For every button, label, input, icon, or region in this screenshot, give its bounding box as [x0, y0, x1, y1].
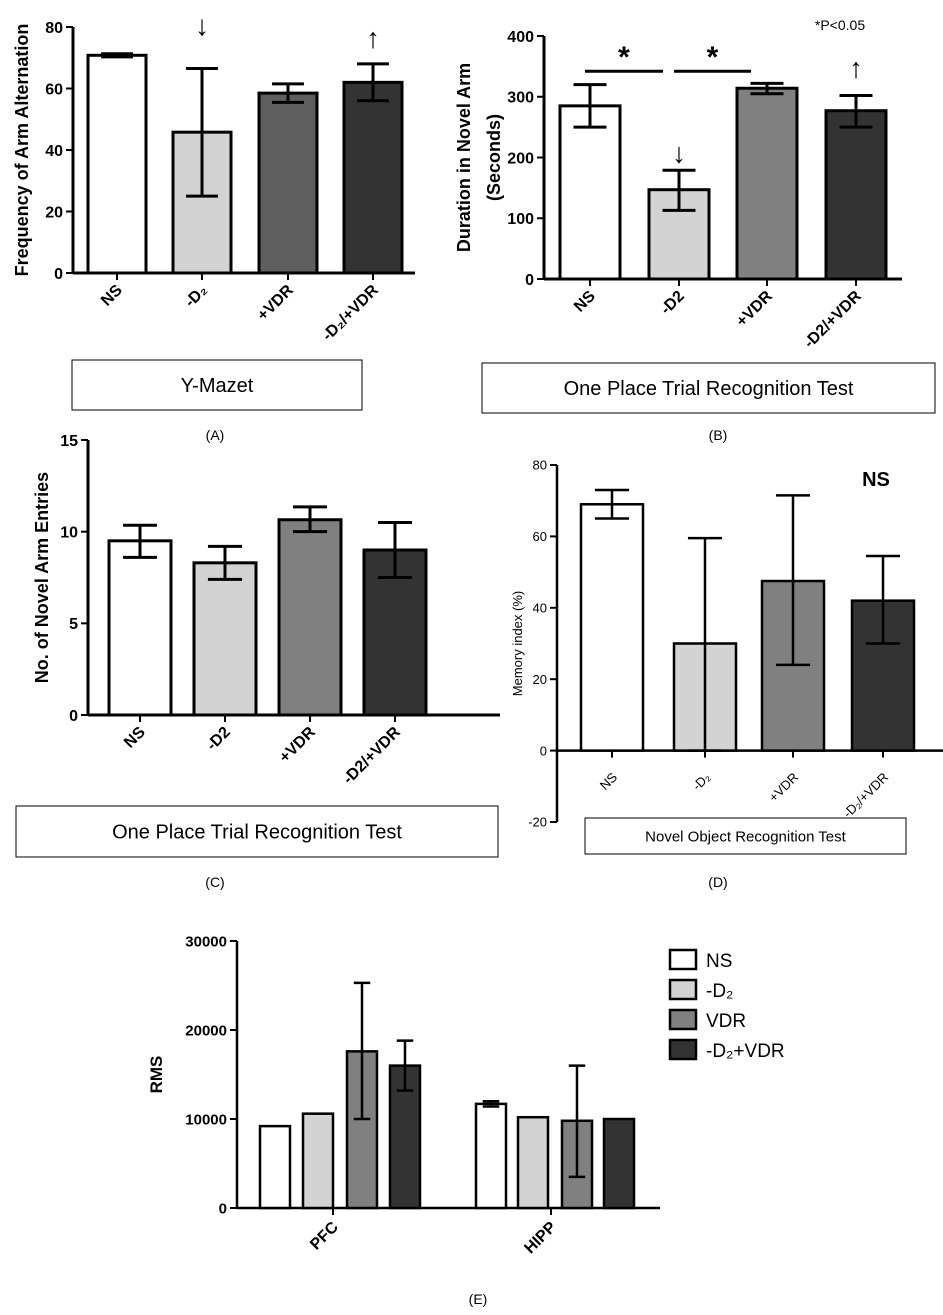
y-axis-label: Memory index (%): [510, 591, 525, 696]
y-axis-label: RMS: [147, 1056, 166, 1094]
bar: [558, 104, 622, 281]
x-tick-label: -D2: [658, 288, 688, 318]
significance-star: *: [618, 41, 630, 74]
test-label: One Place Trial Recognition Test: [564, 378, 854, 400]
test-label-box: [71, 359, 363, 411]
x-tick-label: -D₂: [689, 770, 713, 794]
legend-swatch: [668, 1008, 698, 1031]
x-tick-label: NS: [98, 282, 126, 310]
bar: [257, 91, 319, 275]
panel-caption: (B): [709, 427, 728, 443]
y-tick-label: 0: [69, 708, 78, 725]
y-tick-label: 400: [507, 29, 534, 46]
y-tick-label: -20: [528, 815, 547, 830]
panel-caption: (D): [708, 874, 727, 890]
x-tick-label: NS: [571, 288, 599, 316]
bar: [277, 518, 343, 717]
legend-label: NS: [706, 951, 732, 972]
x-tick-label: -D₂/+VDR: [840, 770, 891, 821]
x-tick-label: NS: [121, 724, 149, 752]
y-tick-label: 10: [60, 524, 78, 541]
x-tick-label: HIPP: [521, 1219, 560, 1258]
test-label-box: [584, 817, 907, 855]
y-tick-label: 0: [219, 1200, 227, 1217]
x-tick-label: +VDR: [254, 281, 297, 324]
y-tick-label: 0: [54, 266, 63, 283]
y-axis-label: No. of Novel Arm Entries: [32, 472, 52, 683]
y-tick-label: 40: [533, 600, 547, 615]
test-label-box: [481, 362, 936, 414]
y-tick-label: 30000: [185, 933, 227, 950]
y-tick-label: 60: [533, 529, 547, 544]
legend-label: -D₂: [706, 981, 733, 1002]
y-tick-label: 20000: [185, 1022, 227, 1039]
arrow-down-icon: ↓: [195, 10, 209, 41]
y-tick-label: 80: [533, 458, 547, 473]
test-label-box: [15, 805, 499, 858]
x-tick-label: -D2: [204, 724, 234, 754]
x-tick-label: -D₂: [182, 282, 211, 311]
test-label: One Place Trial Recognition Test: [112, 822, 402, 844]
x-tick-label: -D2/+VDR: [340, 723, 404, 787]
y-tick-label: 10000: [185, 1111, 227, 1128]
bar: [342, 80, 404, 275]
significance-star: *: [707, 41, 719, 74]
arrow-up-icon: ↑: [849, 52, 863, 83]
bar: [602, 1117, 636, 1210]
y-axis-label-2: (Seconds): [484, 114, 504, 201]
x-tick-label: PFC: [307, 1218, 342, 1253]
y-tick-label: 0: [540, 743, 547, 758]
x-tick-label: -D2/+VDR: [801, 287, 865, 351]
x-tick-label: +VDR: [733, 287, 776, 330]
y-tick-label: 100: [507, 211, 534, 228]
bar: [192, 561, 258, 717]
y-tick-label: 15: [60, 433, 78, 450]
bar: [735, 86, 799, 281]
x-tick-label: +VDR: [766, 770, 801, 805]
x-tick-label: NS: [597, 769, 621, 793]
y-axis-label: Duration in Novel Arm: [454, 63, 474, 252]
y-tick-label: 5: [69, 616, 78, 633]
bar: [86, 53, 148, 275]
test-label: Novel Object Recognition Test: [645, 828, 846, 845]
panel-caption: (C): [205, 874, 224, 890]
y-tick-label: 80: [45, 20, 63, 37]
legend-swatch: [668, 1038, 698, 1061]
bar: [579, 503, 645, 752]
bar: [301, 1112, 335, 1210]
y-tick-label: 200: [507, 150, 534, 167]
bar: [516, 1115, 550, 1210]
bar: [474, 1102, 508, 1210]
legend-swatch: [668, 978, 698, 1001]
y-tick-label: 20: [45, 204, 63, 221]
panel-caption: (E): [469, 1291, 488, 1307]
y-tick-label: 60: [45, 81, 63, 98]
test-label: Y-Mazet: [181, 375, 254, 397]
arrow-down-icon: ↓: [672, 137, 686, 168]
bar: [258, 1124, 292, 1210]
y-tick-label: 300: [507, 90, 534, 107]
legend-swatch: [668, 948, 698, 971]
y-tick-label: 0: [525, 272, 534, 289]
bar: [824, 109, 888, 281]
legend-label: VDR: [706, 1011, 746, 1032]
significance-note: NS: [862, 469, 890, 491]
x-tick-label: +VDR: [276, 723, 319, 766]
y-tick-label: 20: [533, 672, 547, 687]
arrow-up-icon: ↑: [366, 22, 380, 53]
bar: [107, 539, 173, 717]
p-value-note: *P<0.05: [815, 17, 865, 33]
legend-label: -D₂+VDR: [706, 1041, 785, 1062]
y-axis-label: Frequency of Arm Alternation: [12, 24, 32, 277]
y-tick-label: 40: [45, 143, 63, 160]
x-tick-label: -D₂/+VDR: [319, 281, 382, 344]
panel-caption: (A): [206, 427, 225, 443]
